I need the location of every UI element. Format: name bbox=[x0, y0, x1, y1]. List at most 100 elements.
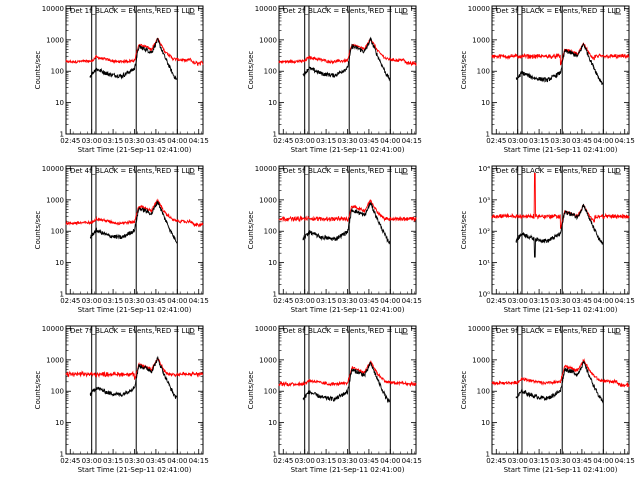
y-tick-label: 1 bbox=[273, 451, 277, 459]
y-tick-label: 10000 bbox=[42, 165, 64, 173]
y-axis-title: Counts/sec bbox=[34, 371, 42, 410]
x-tick-label: 04:00 bbox=[380, 137, 400, 145]
indicator-mark bbox=[614, 8, 621, 15]
x-tick-label: 03:45 bbox=[572, 297, 592, 305]
panel-title: Det 7f_BLACK = Events, RED = LLD bbox=[70, 327, 195, 335]
series-lld bbox=[278, 199, 417, 223]
panel-det-4: Det 4f_BLACK = Events, RED = LLD 1 10 100 10… bbox=[34, 165, 209, 314]
y-tick-label: 100 bbox=[264, 228, 277, 236]
panel-title: Det 4f_BLACK = Events, RED = LLD bbox=[70, 167, 195, 175]
x-tick-label: 03:15 bbox=[103, 297, 123, 305]
x-tick-label: 02:45 bbox=[60, 457, 80, 465]
plot-frame bbox=[65, 325, 204, 455]
x-tick-label: 04:15 bbox=[189, 137, 209, 145]
y-tick-label: 1 bbox=[273, 291, 277, 299]
x-tick-label: 03:45 bbox=[146, 457, 166, 465]
panel-det-5: Det 5f_BLACK = Events, RED = LLD 1 10 100 10… bbox=[247, 165, 422, 314]
y-tick-label: 10000 bbox=[255, 5, 277, 13]
y-tick-label: 100 bbox=[477, 388, 490, 396]
x-tick-label: 04:00 bbox=[593, 457, 613, 465]
x-tick-label: 04:15 bbox=[402, 457, 422, 465]
x-tick-label: 03:00 bbox=[82, 297, 102, 305]
y-tick-label: 1 bbox=[486, 131, 490, 139]
y-tick-label: 10³ bbox=[478, 196, 490, 204]
x-tick-label: 03:45 bbox=[359, 297, 379, 305]
x-tick-label: 03:45 bbox=[146, 297, 166, 305]
y-tick-label: 10⁴ bbox=[478, 165, 490, 173]
y-tick-label: 10000 bbox=[42, 325, 64, 333]
x-axis-title: Start Time (21-Sep-11 02:41:00) bbox=[504, 306, 618, 314]
x-tick-label: 03:30 bbox=[337, 137, 357, 145]
x-tick-label: 04:00 bbox=[167, 297, 187, 305]
x-tick-label: 03:45 bbox=[146, 137, 166, 145]
x-tick-label: 03:00 bbox=[508, 137, 528, 145]
x-tick-label: 03:30 bbox=[337, 297, 357, 305]
x-tick-label: 03:00 bbox=[295, 457, 315, 465]
plot-frame bbox=[278, 5, 417, 135]
y-tick-label: 1000 bbox=[46, 196, 64, 204]
series-lld bbox=[278, 360, 417, 388]
y-tick-label: 10² bbox=[478, 228, 490, 236]
series-events bbox=[515, 42, 604, 85]
panel-det-2: Det 2f_BLACK = Events, RED = LLD 1 10 100 10… bbox=[247, 5, 422, 154]
series-lld bbox=[65, 357, 204, 380]
y-tick-label: 10000 bbox=[255, 325, 277, 333]
x-axis-title: Start Time (21-Sep-11 02:41:00) bbox=[78, 146, 192, 154]
x-axis-title: Start Time (21-Sep-11 02:41:00) bbox=[291, 146, 405, 154]
series-lld bbox=[491, 358, 630, 388]
x-tick-label: 03:45 bbox=[359, 457, 379, 465]
y-tick-label: 10 bbox=[268, 99, 277, 107]
panel-det-6: Det 6f_BLACK = Events, RED = LLD 10⁰ 10¹ 10… bbox=[460, 165, 635, 314]
panel-title: Det 3f_BLACK = Events, RED = LLD bbox=[496, 7, 621, 15]
x-tick-label: 04:15 bbox=[615, 297, 635, 305]
x-tick-label: 03:15 bbox=[529, 457, 549, 465]
indicator-mark bbox=[188, 328, 195, 335]
x-tick-label: 04:00 bbox=[167, 137, 187, 145]
y-tick-label: 10 bbox=[55, 99, 64, 107]
y-tick-label: 10 bbox=[481, 419, 490, 427]
x-tick-label: 03:00 bbox=[508, 457, 528, 465]
x-tick-label: 03:00 bbox=[82, 137, 102, 145]
y-tick-label: 10000 bbox=[468, 5, 490, 13]
y-tick-label: 1000 bbox=[259, 36, 277, 44]
y-axis-title: Counts/sec bbox=[34, 211, 42, 250]
x-tick-label: 04:15 bbox=[189, 457, 209, 465]
y-tick-label: 1 bbox=[60, 131, 64, 139]
x-tick-label: 02:45 bbox=[273, 297, 293, 305]
y-tick-label: 100 bbox=[477, 68, 490, 76]
x-tick-label: 02:45 bbox=[486, 457, 506, 465]
y-tick-label: 10000 bbox=[42, 5, 64, 13]
x-tick-label: 03:15 bbox=[529, 297, 549, 305]
x-tick-label: 03:00 bbox=[508, 297, 528, 305]
y-tick-label: 1 bbox=[273, 131, 277, 139]
y-tick-label: 100 bbox=[264, 388, 277, 396]
x-tick-label: 03:30 bbox=[124, 457, 144, 465]
x-tick-label: 04:00 bbox=[380, 457, 400, 465]
panel-title: Det 1f_BLACK = Events, RED = LLD bbox=[70, 7, 195, 15]
y-tick-label: 1000 bbox=[472, 36, 490, 44]
y-tick-label: 10 bbox=[268, 419, 277, 427]
x-tick-label: 03:00 bbox=[82, 457, 102, 465]
x-tick-label: 04:15 bbox=[615, 457, 635, 465]
panel-title: Det 2f_BLACK = Events, RED = LLD bbox=[283, 7, 408, 15]
y-tick-label: 10 bbox=[55, 419, 64, 427]
y-tick-label: 1000 bbox=[259, 196, 277, 204]
x-tick-label: 04:00 bbox=[167, 457, 187, 465]
y-tick-label: 10 bbox=[481, 99, 490, 107]
series-events bbox=[515, 203, 604, 258]
x-tick-label: 02:45 bbox=[273, 457, 293, 465]
y-axis-title: Counts/sec bbox=[34, 51, 42, 90]
y-tick-label: 1 bbox=[486, 451, 490, 459]
series-lld bbox=[491, 172, 630, 229]
y-tick-label: 10¹ bbox=[478, 259, 490, 267]
y-axis-title: Counts/sec bbox=[460, 371, 468, 410]
plot-frame bbox=[491, 165, 630, 295]
series-events bbox=[302, 202, 391, 245]
x-tick-label: 03:15 bbox=[103, 137, 123, 145]
series-lld bbox=[65, 37, 204, 67]
x-tick-label: 03:15 bbox=[316, 457, 336, 465]
panel-title: Det 6f_BLACK = Events, RED = LLD bbox=[496, 167, 621, 175]
y-tick-label: 100 bbox=[264, 68, 277, 76]
y-axis-title: Counts/sec bbox=[247, 371, 255, 410]
x-axis-title: Start Time (21-Sep-11 02:41:00) bbox=[78, 466, 192, 474]
